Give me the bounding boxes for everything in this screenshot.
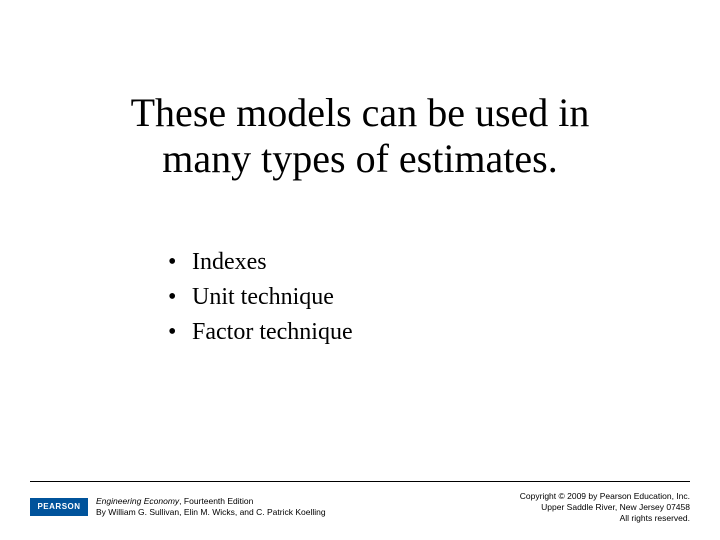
bullet-list: Indexes Unit technique Factor technique bbox=[168, 245, 353, 349]
copyright-line: Upper Saddle River, New Jersey 07458 bbox=[520, 502, 690, 513]
bullet-item: Indexes bbox=[168, 245, 353, 280]
bullet-item: Unit technique bbox=[168, 280, 353, 315]
bullet-item: Factor technique bbox=[168, 315, 353, 350]
book-title: Engineering Economy bbox=[96, 496, 179, 506]
title-line-1: These models can be used in bbox=[131, 90, 590, 135]
bullet-text: Indexes bbox=[192, 249, 267, 275]
slide-title: These models can be used in many types o… bbox=[0, 90, 720, 182]
footer: PEARSON Engineering Economy, Fourteenth … bbox=[30, 486, 690, 530]
pearson-logo-text: PEARSON bbox=[37, 502, 80, 512]
copyright-line: Copyright © 2009 by Pearson Education, I… bbox=[520, 491, 690, 502]
copyright-line: All rights reserved. bbox=[520, 513, 690, 524]
pearson-logo: PEARSON bbox=[30, 498, 88, 516]
title-line-2: many types of estimates. bbox=[162, 136, 557, 181]
bullet-text: Factor technique bbox=[192, 319, 353, 345]
book-edition: , Fourteenth Edition bbox=[179, 496, 253, 506]
book-authors: By William G. Sullivan, Elin M. Wicks, a… bbox=[96, 507, 326, 518]
footer-divider bbox=[30, 481, 690, 482]
book-title-line: Engineering Economy, Fourteenth Edition bbox=[96, 496, 326, 507]
copyright-block: Copyright © 2009 by Pearson Education, I… bbox=[520, 491, 690, 524]
book-info: Engineering Economy, Fourteenth Edition … bbox=[96, 496, 326, 518]
bullet-text: Unit technique bbox=[192, 284, 334, 310]
slide: These models can be used in many types o… bbox=[0, 0, 720, 540]
